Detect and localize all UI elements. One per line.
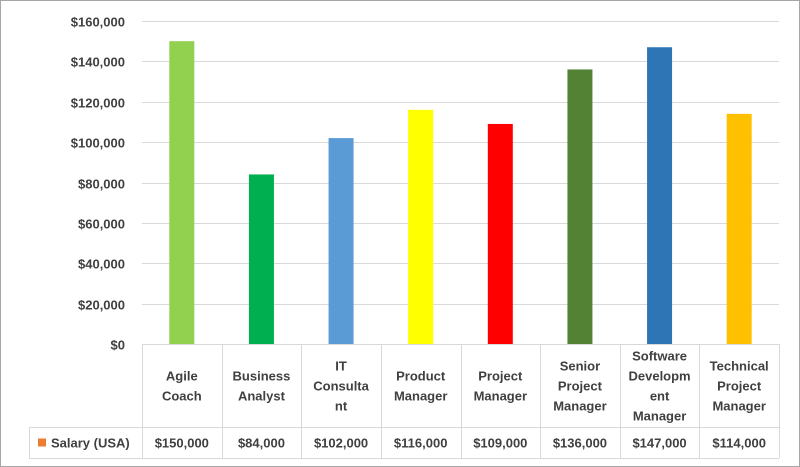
bar	[487, 123, 513, 344]
data-value-label: $84,000	[238, 436, 285, 451]
category-label: Consulta	[313, 379, 369, 394]
data-value-label: $136,000	[553, 436, 607, 451]
data-value-label: $116,000	[394, 436, 448, 451]
bar	[169, 41, 195, 344]
bar	[408, 109, 434, 344]
category-label: nt	[335, 399, 348, 414]
category-label: Project	[478, 369, 523, 384]
data-value-label: $147,000	[632, 436, 686, 451]
category-label: Developm	[628, 369, 690, 384]
y-tick-label: $140,000	[71, 55, 125, 70]
bar	[726, 113, 752, 344]
category-label: Manager	[553, 399, 606, 414]
category-label: Project	[558, 379, 603, 394]
data-value-label: $102,000	[314, 436, 368, 451]
legend-swatch	[38, 438, 46, 447]
category-label: Product	[396, 369, 446, 384]
category-label: Agile	[166, 369, 198, 384]
category-label: ent	[650, 389, 670, 404]
y-tick-label: $0	[111, 338, 125, 353]
bar	[567, 69, 593, 344]
data-value-label: $114,000	[712, 436, 766, 451]
category-label: Senior	[560, 359, 600, 374]
category-label: IT	[335, 359, 347, 374]
y-tick-label: $100,000	[71, 136, 125, 151]
category-label: Business	[233, 369, 291, 384]
category-label: Technical	[710, 359, 769, 374]
y-tick-label: $160,000	[71, 15, 125, 30]
category-label: Coach	[162, 389, 202, 404]
category-label: Manager	[474, 389, 527, 404]
category-label: Software	[632, 349, 687, 364]
y-tick-label: $80,000	[78, 177, 125, 192]
y-tick-label: $20,000	[78, 298, 125, 313]
category-label: Manager	[633, 409, 686, 424]
y-tick-label: $60,000	[78, 217, 125, 232]
category-label: Manager	[394, 389, 447, 404]
category-label: Project	[717, 379, 762, 394]
data-value-label: $109,000	[473, 436, 527, 451]
bar	[328, 138, 354, 344]
bar	[248, 174, 274, 344]
category-label: Manager	[712, 399, 765, 414]
bar	[647, 47, 673, 345]
series-name: Salary (USA)	[51, 436, 130, 451]
category-label: Analyst	[238, 389, 286, 404]
y-tick-label: $120,000	[71, 96, 125, 111]
y-tick-label: $40,000	[78, 257, 125, 272]
data-value-label: $150,000	[155, 436, 209, 451]
